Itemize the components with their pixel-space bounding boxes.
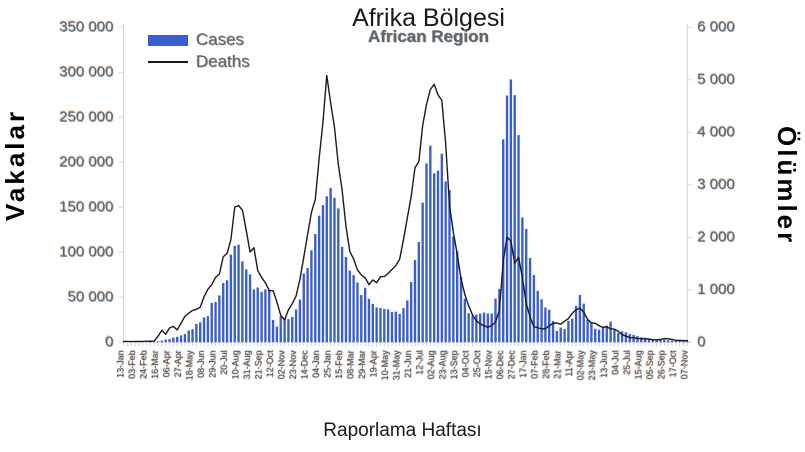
svg-text:27-Apr: 27-Apr [173, 350, 183, 377]
svg-text:06-Apr: 06-Apr [162, 350, 172, 377]
svg-text:21-Sep: 21-Sep [254, 350, 264, 379]
svg-text:04-Oct: 04-Oct [461, 350, 471, 378]
svg-text:11-Apr: 11-Apr [564, 350, 574, 376]
svg-text:04-Jul: 04-Jul [610, 350, 620, 375]
svg-text:13-Sep: 13-Sep [449, 350, 459, 379]
svg-text:25-Oct: 25-Oct [472, 350, 482, 378]
svg-text:25-Jan: 25-Jan [323, 350, 333, 378]
svg-text:15-Nov: 15-Nov [484, 350, 494, 380]
svg-text:17-Oct: 17-Oct [668, 350, 678, 378]
svg-text:23-Aug: 23-Aug [438, 350, 448, 379]
svg-text:02-Nov: 02-Nov [277, 350, 287, 380]
svg-text:15-Aug: 15-Aug [633, 350, 643, 379]
svg-text:07-Feb: 07-Feb [530, 350, 540, 379]
svg-text:200 000: 200 000 [59, 153, 113, 170]
svg-text:31-May: 31-May [392, 350, 402, 381]
svg-text:3 000: 3 000 [697, 176, 735, 193]
svg-text:1 000: 1 000 [697, 281, 735, 298]
svg-text:18-May: 18-May [185, 350, 195, 381]
svg-text:05-Sep: 05-Sep [645, 350, 655, 379]
svg-text:16-Mar: 16-Mar [150, 350, 160, 379]
svg-text:4 000: 4 000 [697, 123, 735, 140]
svg-text:28-Feb: 28-Feb [541, 350, 551, 379]
svg-text:04-Jan: 04-Jan [311, 350, 321, 378]
svg-text:12-Jul: 12-Jul [415, 350, 425, 375]
svg-text:100 000: 100 000 [59, 243, 113, 260]
svg-text:50 000: 50 000 [68, 288, 114, 305]
svg-text:19-Apr: 19-Apr [369, 350, 379, 377]
svg-text:300 000: 300 000 [59, 63, 113, 80]
svg-text:26-Sep: 26-Sep [656, 350, 666, 379]
svg-text:10-Aug: 10-Aug [231, 350, 241, 379]
svg-text:150 000: 150 000 [59, 198, 113, 215]
svg-text:6 000: 6 000 [697, 18, 735, 35]
svg-text:13-Jan: 13-Jan [116, 350, 126, 378]
svg-text:29-Jun: 29-Jun [208, 350, 218, 378]
svg-text:06-Dec: 06-Dec [495, 350, 505, 380]
svg-text:13-Jun: 13-Jun [599, 350, 609, 378]
svg-text:250 000: 250 000 [59, 108, 113, 125]
svg-text:12-Oct: 12-Oct [265, 350, 275, 378]
svg-text:10-May: 10-May [380, 350, 390, 381]
svg-text:0: 0 [697, 333, 705, 350]
svg-text:15-Feb: 15-Feb [334, 350, 344, 379]
svg-text:23-May: 23-May [587, 350, 597, 381]
svg-text:08-Jun: 08-Jun [196, 350, 206, 378]
svg-text:03-Feb: 03-Feb [127, 350, 137, 379]
svg-text:27-Dec: 27-Dec [507, 350, 517, 380]
svg-text:24-Feb: 24-Feb [139, 350, 149, 379]
svg-text:350 000: 350 000 [59, 18, 113, 35]
svg-text:31-Aug: 31-Aug [242, 350, 252, 379]
svg-text:17-Jan: 17-Jan [518, 350, 528, 378]
svg-text:20-Jul: 20-Jul [219, 350, 229, 375]
svg-text:0: 0 [105, 333, 113, 350]
svg-text:02-Aug: 02-Aug [426, 350, 436, 379]
svg-text:21-Mar: 21-Mar [553, 350, 563, 379]
svg-text:21-Jun: 21-Jun [403, 350, 413, 378]
svg-text:5 000: 5 000 [697, 71, 735, 88]
svg-text:2 000: 2 000 [697, 228, 735, 245]
svg-text:07-Nov: 07-Nov [679, 350, 689, 380]
svg-text:02-May: 02-May [576, 350, 586, 381]
svg-text:08-Mar: 08-Mar [346, 350, 356, 379]
svg-text:23-Nov: 23-Nov [288, 350, 298, 380]
svg-text:25-Jul: 25-Jul [622, 350, 632, 375]
svg-text:14-Dec: 14-Dec [300, 350, 310, 380]
svg-text:29-Mar: 29-Mar [357, 350, 367, 379]
